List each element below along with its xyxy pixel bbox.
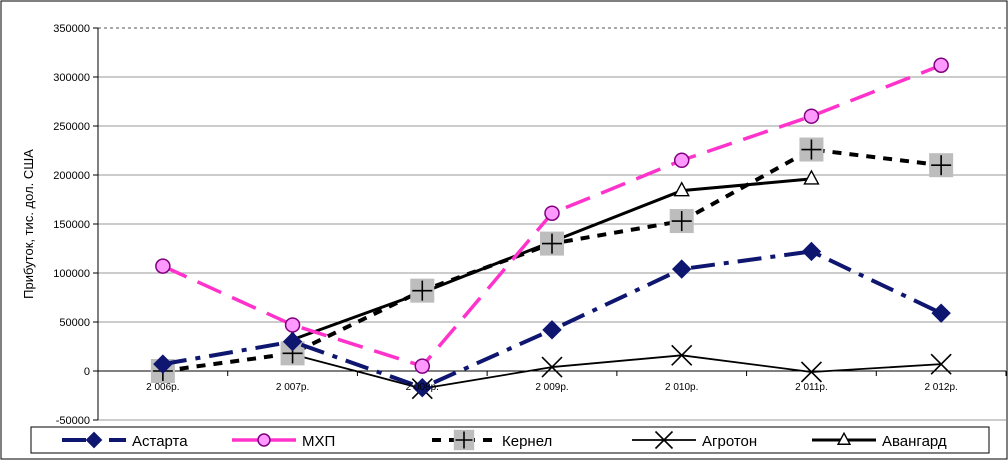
data-point: [673, 152, 690, 169]
x-tick-label: 2 011р.: [795, 382, 828, 393]
x-tick-label: 2 007р.: [276, 382, 309, 393]
point-x-b: [654, 430, 674, 450]
data-point: [284, 317, 301, 333]
legend-label: Кернел: [502, 433, 552, 450]
data-point: [412, 377, 432, 398]
series-3: [150, 137, 954, 383]
data-point: [155, 258, 171, 274]
data-point: [453, 429, 475, 451]
legend-label: МХП: [302, 433, 335, 450]
y-tick-label: 300000: [53, 72, 90, 84]
data-point: [799, 137, 824, 162]
point-x-b: [930, 353, 952, 375]
data-point: [542, 320, 562, 340]
y-tick-label: 0: [84, 366, 90, 378]
data-point: [544, 205, 560, 221]
y-tick-label: -50000: [56, 415, 90, 427]
data-point: [410, 278, 435, 303]
data-point: [414, 358, 431, 374]
data-point: [654, 430, 674, 450]
y-tick-label: 50000: [59, 317, 90, 329]
data-point: [803, 108, 820, 124]
legend-label: Авангард: [882, 433, 947, 450]
data-point: [669, 209, 694, 234]
legend-label: Агротон: [702, 433, 757, 450]
data-point: [673, 181, 690, 197]
x-tick-label: 2 006р.: [146, 382, 179, 393]
data-point: [257, 433, 271, 447]
data-point: [282, 331, 303, 352]
data-point: [672, 259, 692, 279]
data-point: [540, 231, 564, 256]
legend-item: Астарта: [62, 431, 188, 450]
y-tick-label: 150000: [53, 219, 90, 231]
legend-item: Кернел: [432, 429, 552, 451]
series-2: [155, 57, 949, 374]
data-point: [85, 431, 103, 449]
data-point: [803, 169, 820, 185]
legend: Астарта МХП Кернел Агротон Авангард: [30, 426, 990, 454]
series-1: [153, 241, 951, 398]
y-tick-label: 250000: [53, 121, 90, 133]
data-point: [801, 241, 822, 262]
data-point: [836, 431, 852, 445]
point-x-b: [541, 356, 563, 378]
y-axis-title: Прибуток, тис. дол. США: [21, 149, 36, 299]
series-line: [292, 353, 942, 390]
x-tick-label: 2 009р.: [535, 382, 568, 393]
data-point: [800, 361, 822, 383]
point-x-b: [800, 361, 822, 383]
x-tick-label: 2 010р.: [665, 382, 698, 393]
data-point: [929, 153, 954, 178]
legend-label: Астарта: [132, 433, 188, 450]
y-tick-label: 100000: [53, 268, 90, 280]
data-point: [931, 303, 951, 323]
legend-item: МХП: [232, 433, 335, 450]
legend-item: Авангард: [812, 431, 947, 450]
x-tick-label: 2 012р.: [924, 382, 957, 393]
y-tick-label: 350000: [53, 23, 90, 35]
data-point: [153, 354, 173, 374]
point-x-b: [671, 344, 693, 366]
x-tick-label: 2 008р.: [406, 382, 439, 393]
data-point: [671, 344, 693, 366]
y-tick-label: 200000: [53, 170, 90, 182]
data-point: [930, 353, 952, 375]
data-point: [541, 356, 563, 378]
legend-item: Агротон: [632, 430, 757, 450]
data-point: [933, 57, 949, 73]
